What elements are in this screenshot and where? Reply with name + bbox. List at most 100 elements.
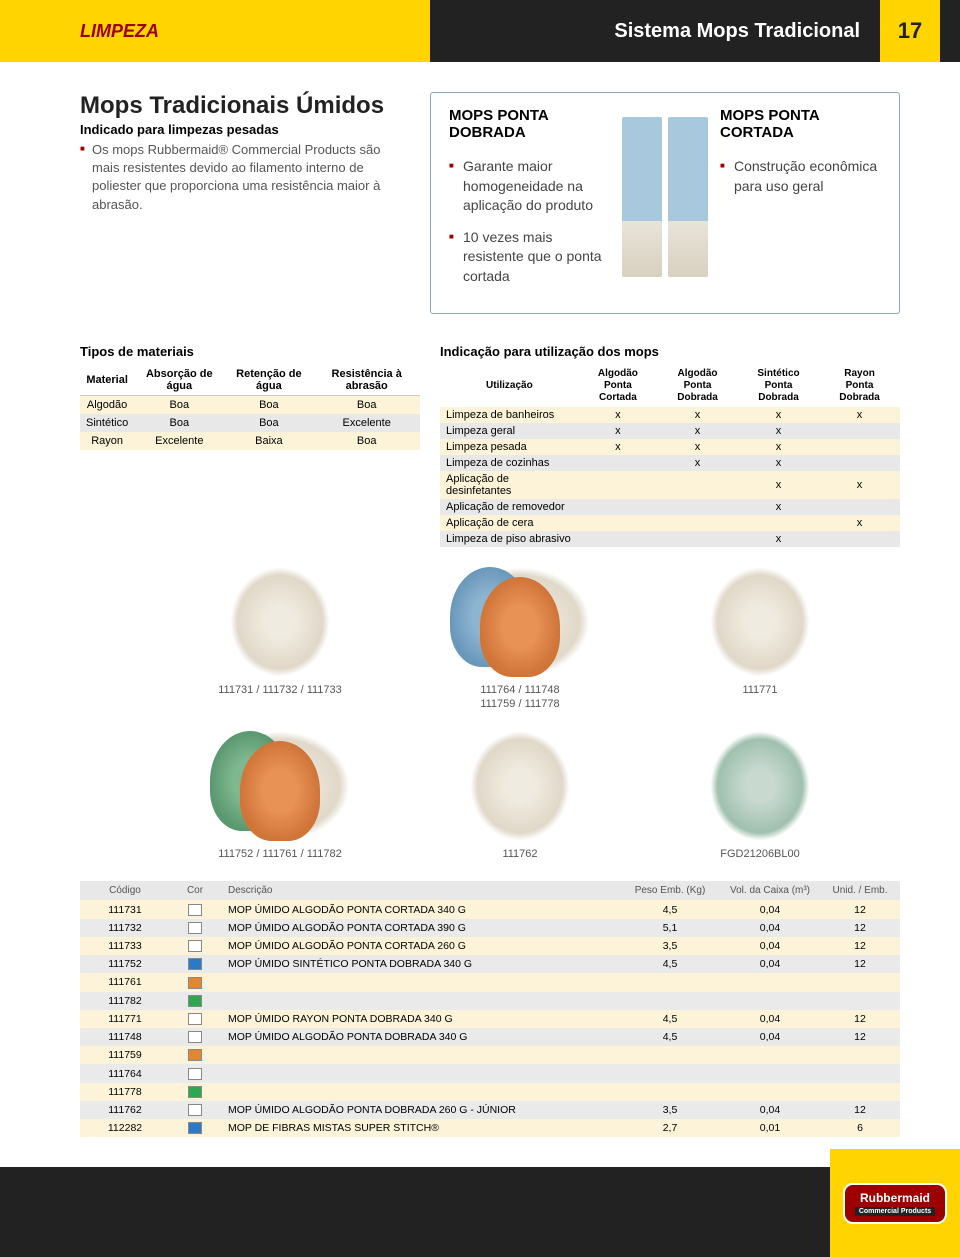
mop-image-icon xyxy=(668,117,708,277)
table-cell xyxy=(657,499,738,515)
table-row: 111762MOP ÚMIDO ALGODÃO PONTA DOBRADA 26… xyxy=(80,1101,900,1119)
color-cell xyxy=(170,973,220,991)
table-cell: Baixa xyxy=(224,432,313,450)
page-footer: Rubbermaid Commercial Products xyxy=(0,1167,960,1257)
table-cell: Limpeza de banheiros xyxy=(440,407,579,423)
table-cell xyxy=(819,439,900,455)
table-row: 111732MOP ÚMIDO ALGODÃO PONTA CORTADA 39… xyxy=(80,919,900,937)
code-cell: 111771 xyxy=(80,1010,170,1028)
col-header: AlgodãoPonta Cortada xyxy=(579,365,657,407)
table-cell: Rayon xyxy=(80,432,134,450)
table-cell: x xyxy=(819,407,900,423)
table-row: 111748 MOP ÚMIDO ALGODÃO PONTA DOBRADA 34… xyxy=(80,1028,900,1046)
page-subtitle: Indicado para limpezas pesadas xyxy=(80,122,410,137)
table-row: Limpeza de banheirosxxxx xyxy=(440,407,900,423)
peso-cell: 2,7 xyxy=(620,1119,720,1137)
color-cell xyxy=(170,1083,220,1101)
unid-cell: 12 xyxy=(820,955,900,973)
mop-product-icon xyxy=(210,731,350,841)
col-header: Código xyxy=(80,881,170,900)
color-cell xyxy=(170,955,220,973)
peso-cell: 3,5 xyxy=(620,937,720,955)
header-section: Sistema Mops Tradicional 17 xyxy=(614,0,940,62)
table-cell: x xyxy=(579,423,657,439)
table-cell: Boa xyxy=(224,395,313,414)
table-cell: Boa xyxy=(134,395,224,414)
header-section-label: Sistema Mops Tradicional xyxy=(614,20,860,43)
vol-cell: 0,04 xyxy=(720,955,820,973)
tables-row: Tipos de materiais Material Absorção de … xyxy=(80,344,900,547)
table-row: Limpeza de cozinhasxx xyxy=(440,455,900,471)
peso-cell: 4,5 xyxy=(620,955,720,973)
color-swatch-icon xyxy=(188,1013,202,1025)
usage-title: Indicação para utilização dos mops xyxy=(440,344,900,359)
page-title: Mops Tradicionais Úmidos xyxy=(80,92,410,120)
color-swatch-icon xyxy=(188,922,202,934)
col-header: Material xyxy=(80,365,134,396)
color-swatch-icon xyxy=(188,995,202,1007)
code-cell: 111752 xyxy=(80,955,170,973)
table-cell xyxy=(819,531,900,547)
col-header: Utilização xyxy=(440,365,579,407)
desc-cell: MOP ÚMIDO ALGODÃO PONTA DOBRADA 340 G xyxy=(220,1028,620,1046)
col-header: Resistência à abrasão xyxy=(313,365,420,396)
table-cell: x xyxy=(819,471,900,499)
mop-product-icon xyxy=(710,731,810,841)
page-number: 17 xyxy=(880,0,940,62)
peso-cell: 3,5 xyxy=(620,1101,720,1119)
desc-cell: MOP ÚMIDO RAYON PONTA DOBRADA 340 G xyxy=(220,1010,620,1028)
table-row: 112282MOP DE FIBRAS MISTAS SUPER STITCH®… xyxy=(80,1119,900,1137)
code-cell: 111733 xyxy=(80,937,170,955)
unid-cell xyxy=(820,992,900,1010)
table-cell: x xyxy=(738,531,819,547)
table-cell xyxy=(657,471,738,499)
vol-cell: 0,04 xyxy=(720,919,820,937)
mop-illustration xyxy=(610,107,720,299)
table-cell xyxy=(738,515,819,531)
header-category: LIMPEZA xyxy=(0,0,430,62)
footer-logo-box: Rubbermaid Commercial Products xyxy=(830,1149,960,1257)
table-cell: Limpeza geral xyxy=(440,423,579,439)
table-cell xyxy=(579,531,657,547)
col-header: Unid. / Emb. xyxy=(820,881,900,900)
table-cell: Aplicação de desinfetantes xyxy=(440,471,579,499)
table-row: Aplicação de cerax xyxy=(440,515,900,531)
code-cell: 111761 xyxy=(80,973,170,991)
color-cell xyxy=(170,992,220,1010)
header-category-label: LIMPEZA xyxy=(80,21,159,42)
unid-cell xyxy=(820,1046,900,1064)
vol-cell: 0,04 xyxy=(720,1028,820,1046)
color-cell xyxy=(170,900,220,918)
table-cell: Limpeza de piso abrasivo xyxy=(440,531,579,547)
vol-cell: 0,01 xyxy=(720,1119,820,1137)
table-cell: x xyxy=(738,499,819,515)
table-cell xyxy=(579,455,657,471)
table-row: Aplicação de desinfetantesxx xyxy=(440,471,900,499)
code-cell: 111748 xyxy=(80,1028,170,1046)
usage-table-block: Indicação para utilização dos mops Utili… xyxy=(440,344,900,547)
feature-box: MOPS PONTA DOBRADA Garante maior homogen… xyxy=(430,92,900,314)
table-cell: Aplicação de cera xyxy=(440,515,579,531)
table-row: 111761 xyxy=(80,973,900,991)
unid-cell xyxy=(820,1064,900,1082)
col-header: Cor xyxy=(170,881,220,900)
col-header: SintéticoPonta Dobrada xyxy=(738,365,819,407)
vol-cell: 0,04 xyxy=(720,900,820,918)
feature-point: 10 vezes mais resistente que o ponta cor… xyxy=(449,228,610,287)
mop-product-icon xyxy=(710,567,810,677)
table-cell: x xyxy=(738,455,819,471)
table-row: Aplicação de removedorx xyxy=(440,499,900,515)
table-cell: Boa xyxy=(313,395,420,414)
table-cell: x xyxy=(738,439,819,455)
unid-cell xyxy=(820,973,900,991)
unid-cell: 12 xyxy=(820,1028,900,1046)
color-swatch-icon xyxy=(188,1086,202,1098)
color-swatch-icon xyxy=(188,1031,202,1043)
product-img-item: 111752 / 111761 / 111782 xyxy=(180,731,380,861)
color-cell xyxy=(170,1028,220,1046)
table-cell: Excelente xyxy=(134,432,224,450)
table-cell: x xyxy=(657,439,738,455)
feature-col-cortada: MOPS PONTA CORTADA Construção econômica … xyxy=(720,107,881,299)
intro-block: Mops Tradicionais Úmidos Indicado para l… xyxy=(80,92,410,314)
vol-cell: 0,04 xyxy=(720,1010,820,1028)
